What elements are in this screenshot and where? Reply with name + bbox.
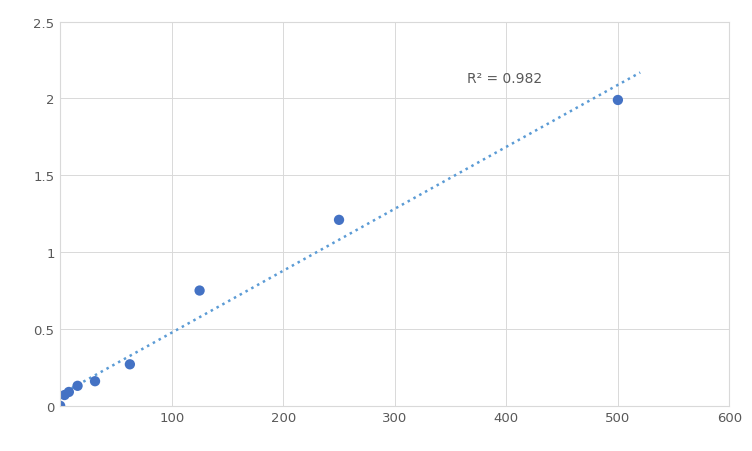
Point	[63, 388, 75, 396]
Point	[612, 97, 624, 104]
Point	[71, 382, 83, 390]
Point	[333, 217, 345, 224]
Point	[89, 378, 101, 385]
Text: R² = 0.982: R² = 0.982	[467, 72, 542, 86]
Point	[59, 391, 71, 399]
Point	[193, 287, 205, 295]
Point	[54, 402, 66, 410]
Point	[124, 361, 136, 368]
